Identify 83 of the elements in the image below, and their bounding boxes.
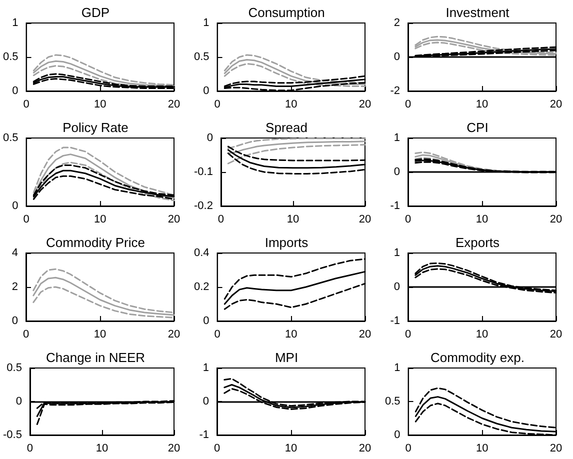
x-tick-label: 10 <box>96 442 108 454</box>
x-tick-label: 20 <box>550 328 562 340</box>
y-tick-label: -0.1 <box>194 166 213 178</box>
x-tick-label: 0 <box>214 442 220 454</box>
y-tick-label: 1 <box>203 17 210 29</box>
y-tick-label: 0 <box>16 396 22 408</box>
x-tick-label: 10 <box>286 214 300 226</box>
x-tick-label: 10 <box>284 442 298 454</box>
chart-title: Consumption <box>248 5 325 20</box>
y-tick-label: 0 <box>206 132 213 144</box>
x-tick-label: 20 <box>550 442 562 454</box>
x-tick-label: 10 <box>476 442 488 454</box>
y-tick-label: 0 <box>394 51 400 63</box>
y-tick-label: 0.4 <box>194 247 210 259</box>
y-tick-label: 0 <box>12 85 18 97</box>
x-tick-label: 20 <box>358 214 372 226</box>
x-tick-label: 10 <box>476 98 488 110</box>
x-tick-label: 20 <box>550 214 562 226</box>
chart-title: GDP <box>81 5 110 20</box>
x-tick-label: 10 <box>476 328 488 340</box>
chart-title: Policy Rate <box>62 120 128 135</box>
x-tick-label: 0 <box>23 214 30 226</box>
y-tick-label: 0 <box>12 315 18 327</box>
x-tick-label: 10 <box>94 98 106 110</box>
y-tick-label: 0.5 <box>6 362 22 374</box>
chart-title: MPI <box>274 350 298 365</box>
y-tick-label: 0.5 <box>2 132 18 144</box>
y-tick-label: -1 <box>199 429 209 441</box>
x-tick-label: 10 <box>476 214 488 226</box>
x-tick-label: 0 <box>214 98 220 110</box>
x-tick-label: 10 <box>94 214 106 226</box>
y-tick-label: -1 <box>390 315 400 327</box>
y-tick-label: 0 <box>394 429 400 441</box>
y-tick-label: 0.5 <box>194 51 210 63</box>
x-tick-label: 0 <box>214 328 220 340</box>
x-tick-label: 0 <box>26 442 34 454</box>
x-tick-label: 10 <box>285 98 298 110</box>
x-tick-label: 20 <box>550 98 562 110</box>
y-tick-label: -0.2 <box>194 200 213 212</box>
chart-title: CPI <box>466 120 488 135</box>
y-tick-label: 1 <box>394 132 400 144</box>
x-tick-label: 10 <box>94 328 106 340</box>
x-tick-label: 20 <box>358 442 372 454</box>
y-tick-label: -1 <box>390 200 400 212</box>
x-tick-label: 20 <box>168 328 180 340</box>
y-tick-label: 1 <box>394 247 400 259</box>
chart-title: Exports <box>455 235 500 250</box>
x-tick-label: 20 <box>168 442 180 454</box>
y-tick-label: 0.2 <box>194 281 210 293</box>
y-tick-label: 2 <box>12 281 18 293</box>
x-tick-label: 0 <box>404 214 412 226</box>
chart-title: Commodity exp. <box>430 350 524 365</box>
x-tick-label: 10 <box>285 328 298 340</box>
chart-title: Spread <box>266 120 308 135</box>
x-tick-label: 0 <box>405 442 412 454</box>
x-tick-label: 20 <box>168 214 180 226</box>
chart-title: Commodity Price <box>46 235 145 250</box>
y-tick-label: -0.5 <box>2 429 22 441</box>
y-tick-label: 0 <box>203 85 210 97</box>
y-tick-label: 4 <box>12 247 18 259</box>
x-tick-label: 0 <box>23 98 30 110</box>
chart-title: Investment <box>446 5 510 20</box>
y-tick-label: -2 <box>390 85 400 97</box>
y-tick-label: 0 <box>202 396 209 408</box>
y-tick-label: 0 <box>12 200 18 212</box>
x-tick-label: 0 <box>218 214 224 226</box>
x-tick-label: 20 <box>168 98 180 110</box>
y-tick-label: 0 <box>394 166 400 178</box>
y-tick-label: 0.5 <box>2 51 18 63</box>
x-tick-label: 0 <box>404 98 412 110</box>
x-tick-label: 0 <box>22 328 30 340</box>
y-tick-label: 0 <box>394 281 400 293</box>
x-tick-label: 20 <box>358 98 372 110</box>
x-tick-label: 20 <box>358 328 372 340</box>
y-tick-label: 1 <box>394 362 400 374</box>
y-tick-label: 2 <box>394 17 400 29</box>
y-tick-label: 0.5 <box>384 396 400 408</box>
chart-title: Imports <box>264 235 309 250</box>
y-tick-label: 1 <box>12 17 18 29</box>
x-tick-label: 0 <box>404 328 412 340</box>
chart-title: Change in NEER <box>46 350 145 365</box>
y-tick-label: 0 <box>203 315 210 327</box>
y-tick-label: 1 <box>202 362 209 374</box>
